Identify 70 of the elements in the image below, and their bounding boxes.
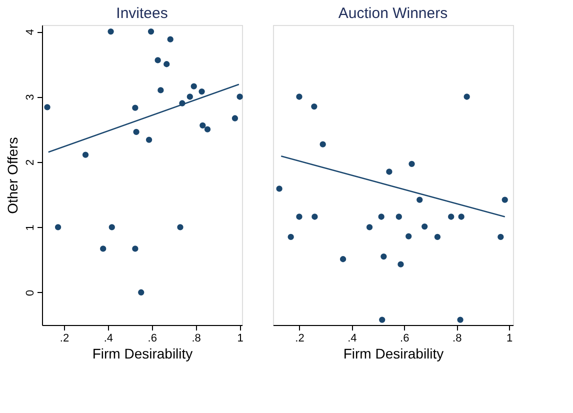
y-tick-label: 3 bbox=[24, 94, 36, 100]
point bbox=[132, 104, 138, 111]
x-tick-label: .4 bbox=[348, 332, 357, 344]
point bbox=[422, 223, 428, 230]
x-tick-label: .8 bbox=[192, 332, 201, 344]
y-tick-label: 2 bbox=[24, 159, 36, 166]
point bbox=[448, 214, 454, 220]
point bbox=[458, 214, 464, 220]
chart-title: Auction Winners bbox=[338, 5, 448, 22]
point bbox=[132, 246, 138, 252]
point bbox=[100, 246, 106, 252]
x-axis-title: Firm Desirability bbox=[343, 346, 444, 362]
y-tick-label: 1 bbox=[24, 224, 36, 231]
point bbox=[108, 224, 115, 230]
point bbox=[236, 94, 243, 100]
point bbox=[396, 214, 402, 220]
point bbox=[320, 141, 326, 148]
point bbox=[276, 186, 282, 192]
point bbox=[44, 104, 50, 110]
point bbox=[108, 28, 114, 35]
point bbox=[186, 94, 193, 100]
x-tick-label: .8 bbox=[452, 332, 462, 344]
point bbox=[146, 136, 152, 143]
point bbox=[148, 28, 154, 35]
point bbox=[502, 196, 508, 203]
point bbox=[82, 152, 89, 158]
point bbox=[154, 57, 161, 64]
point bbox=[200, 122, 206, 129]
x-tick-label: .2 bbox=[60, 332, 70, 344]
point bbox=[167, 36, 174, 42]
x-tick-label: .6 bbox=[148, 332, 157, 344]
point bbox=[416, 196, 423, 203]
point bbox=[54, 224, 62, 230]
point bbox=[133, 128, 140, 136]
y-tick-label: 4 bbox=[24, 28, 36, 36]
point bbox=[204, 126, 211, 132]
point bbox=[296, 94, 302, 100]
point bbox=[311, 103, 318, 110]
point bbox=[408, 160, 415, 167]
x-axis-title: Firm Desirability bbox=[92, 346, 193, 362]
point bbox=[457, 316, 464, 323]
point bbox=[378, 214, 384, 220]
point bbox=[164, 61, 170, 68]
point bbox=[190, 83, 197, 90]
point bbox=[380, 253, 387, 260]
point bbox=[177, 224, 184, 230]
x-tick-label: 1 bbox=[237, 332, 244, 344]
point bbox=[158, 87, 164, 94]
point bbox=[288, 234, 294, 240]
point bbox=[464, 94, 470, 100]
x-tick-label: 1 bbox=[506, 332, 513, 344]
point bbox=[198, 88, 205, 95]
point bbox=[296, 214, 302, 220]
point bbox=[232, 115, 238, 122]
x-tick-label: .6 bbox=[400, 332, 410, 344]
point bbox=[406, 233, 412, 240]
point bbox=[398, 261, 404, 268]
point bbox=[312, 214, 318, 220]
point bbox=[366, 224, 373, 230]
point bbox=[434, 234, 441, 240]
chart-title: Invitees bbox=[116, 5, 168, 22]
y-tick-label: 0 bbox=[24, 290, 36, 296]
point bbox=[379, 316, 386, 323]
point bbox=[386, 168, 392, 175]
point bbox=[340, 256, 346, 262]
x-tick-label: .2 bbox=[295, 332, 304, 344]
point bbox=[498, 234, 504, 240]
x-tick-label: .4 bbox=[104, 332, 114, 344]
y-axis-title: Other Offers bbox=[4, 137, 20, 214]
point bbox=[138, 289, 144, 296]
